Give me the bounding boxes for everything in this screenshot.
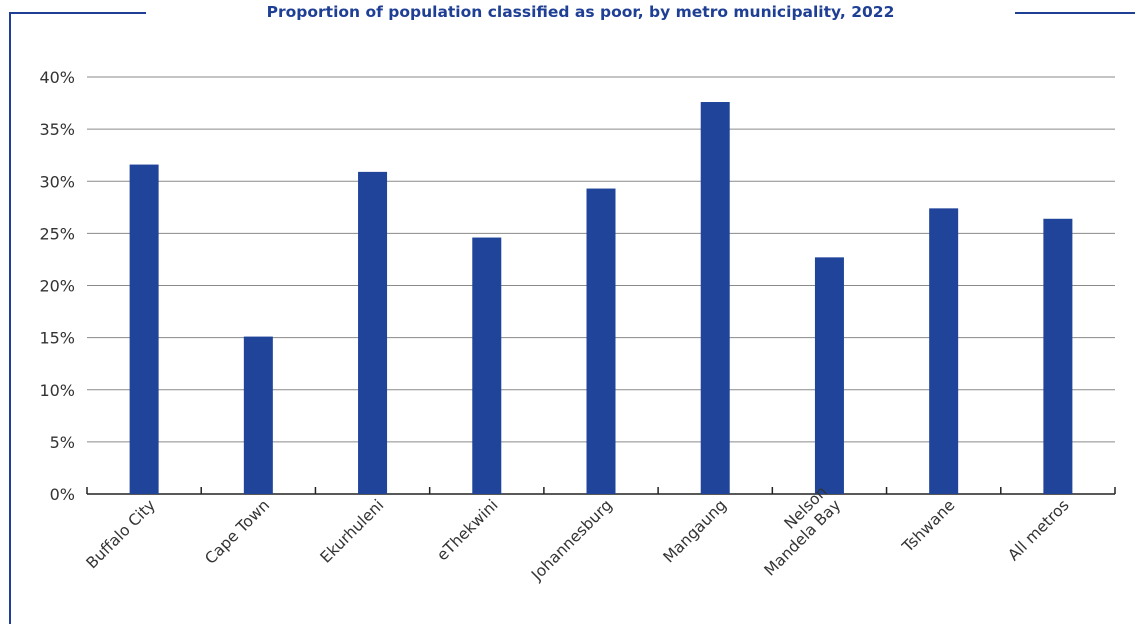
bar <box>129 164 159 494</box>
bar <box>929 208 959 495</box>
x-category-label-line: Johannesburg <box>527 496 616 585</box>
x-category-label: Mangaung <box>660 496 730 566</box>
frame-top-border-left <box>9 12 146 14</box>
y-tick-label: 5% <box>50 433 75 452</box>
bar <box>586 188 616 495</box>
chart-title: Proportion of population classified as p… <box>266 3 895 21</box>
x-category-label: Tshwane <box>898 496 958 556</box>
x-category-label-line: All metros <box>1005 496 1073 564</box>
bar <box>1043 218 1073 494</box>
y-tick-label: 25% <box>39 224 75 243</box>
bar <box>243 336 273 494</box>
x-category-label: Ekurhuleni <box>317 496 388 567</box>
y-tick-label: 15% <box>39 329 75 348</box>
x-category-label: Johannesburg <box>527 496 616 585</box>
bar <box>472 237 502 495</box>
x-category-label: All metros <box>1005 496 1073 564</box>
x-category-label: Buffalo City <box>83 496 159 572</box>
bar <box>358 171 388 494</box>
x-category-label: Cape Town <box>201 496 273 568</box>
x-category-label-line: Buffalo City <box>83 496 159 572</box>
x-category-label-line: Mangaung <box>660 496 730 566</box>
x-category-label: eThekwini <box>433 496 501 564</box>
y-tick-label: 35% <box>39 120 75 139</box>
y-tick-label: 0% <box>50 485 75 504</box>
x-category-label-line: Cape Town <box>201 496 273 568</box>
x-category-label-line: Tshwane <box>898 496 958 556</box>
bar <box>700 102 730 495</box>
x-category-label-line: eThekwini <box>433 496 501 564</box>
frame-left-border <box>9 12 11 624</box>
y-tick-label: 20% <box>39 277 75 296</box>
y-tick-label: 40% <box>39 68 75 87</box>
x-category-label: NelsonMandela Bay <box>747 483 844 580</box>
y-tick-label: 30% <box>39 172 75 191</box>
y-tick-label: 10% <box>39 381 75 400</box>
bar <box>814 257 844 494</box>
x-category-label-line: Ekurhuleni <box>317 496 388 567</box>
frame-top-border-right <box>1015 12 1135 14</box>
